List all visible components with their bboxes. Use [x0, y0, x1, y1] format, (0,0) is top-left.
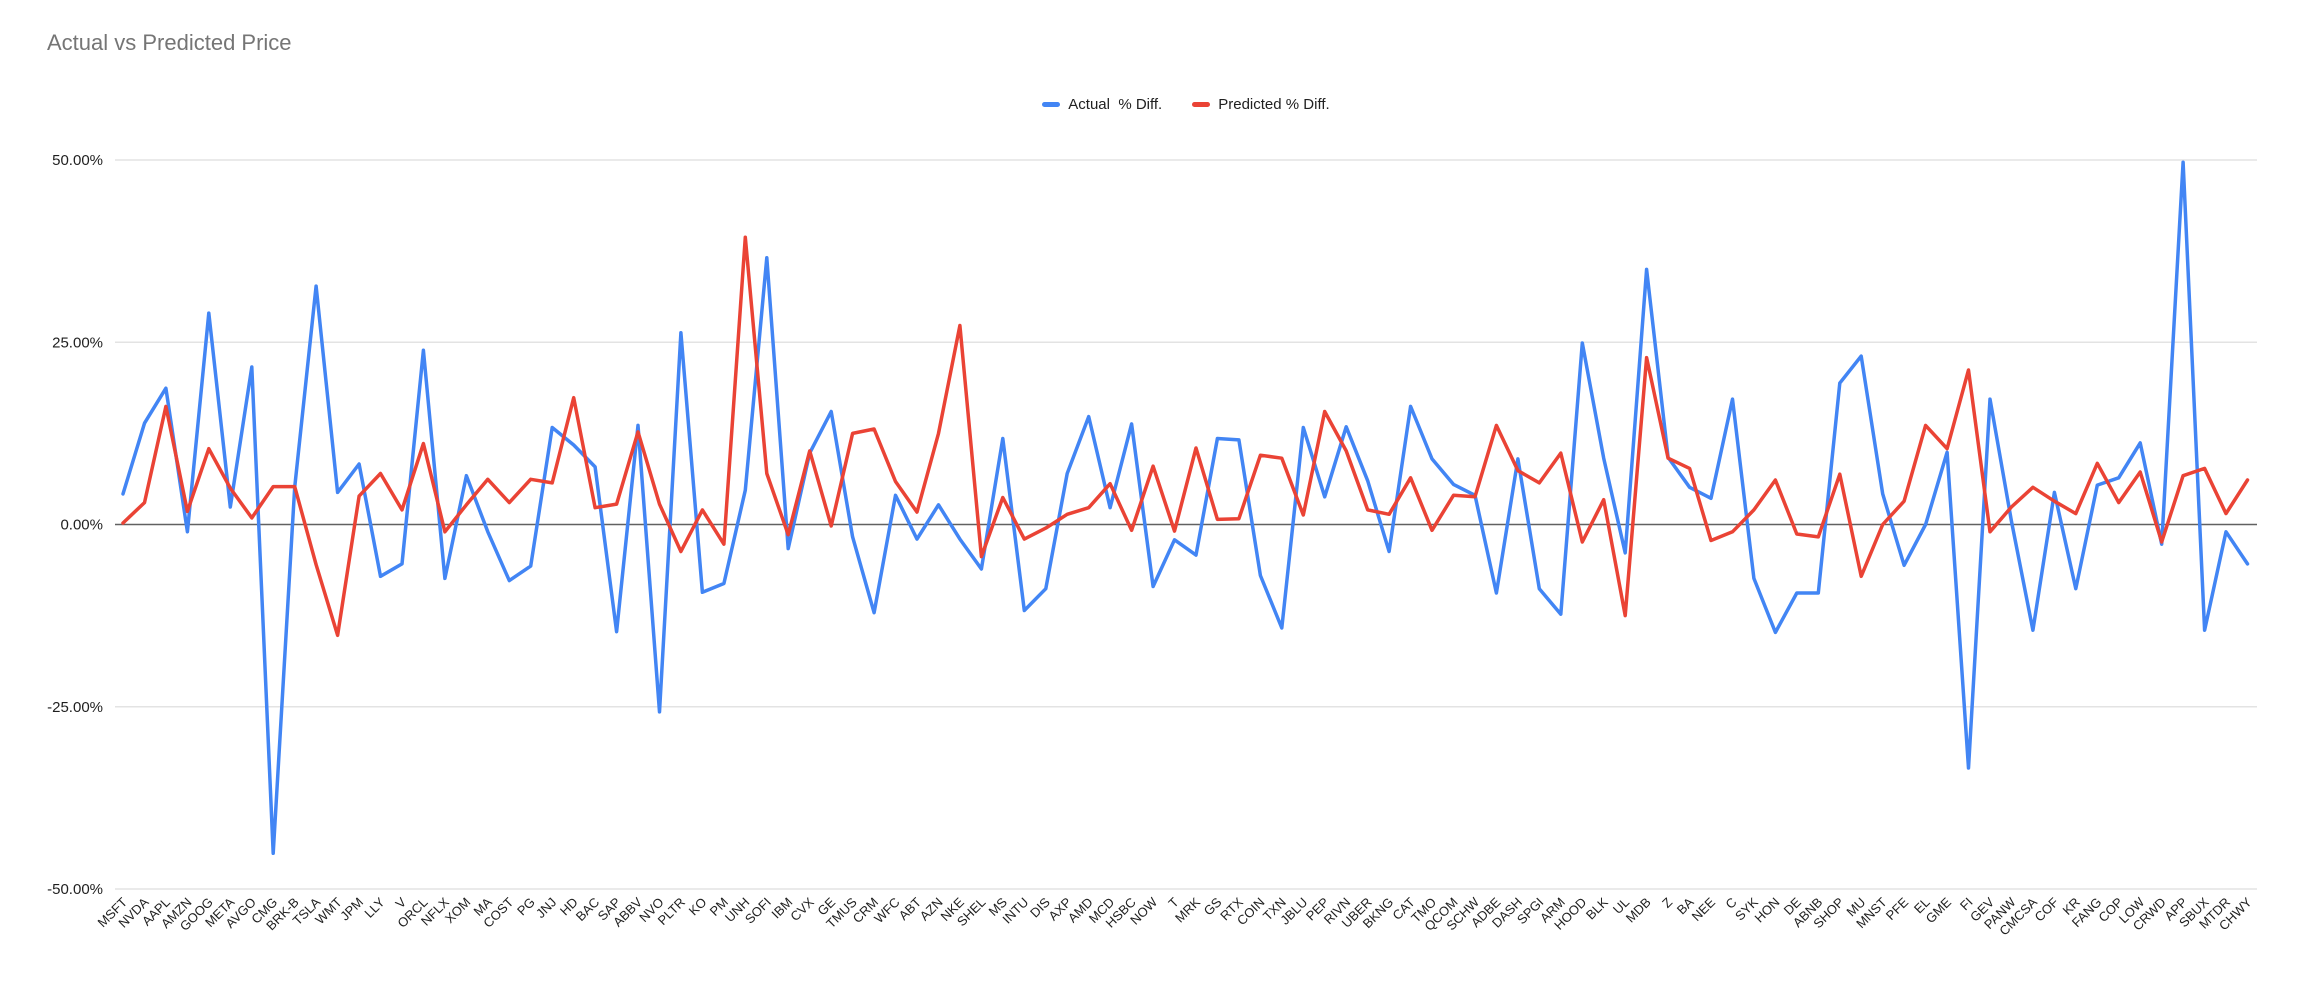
legend-swatch-icon: [1192, 102, 1211, 107]
y-tick-label: 50.00%: [52, 152, 103, 169]
x-tick-label-LLY: LLY: [361, 894, 388, 921]
x-tick-label-COF: COF: [2031, 894, 2061, 924]
x-tick-label-HON: HON: [1751, 895, 1782, 926]
chart-legend: Actual % Diff. Predicted % Diff.: [115, 96, 2257, 113]
legend-label: Predicted % Diff.: [1218, 96, 1330, 113]
x-tick-label-JNJ: JNJ: [533, 895, 559, 921]
x-tick-label-NEE: NEE: [1689, 894, 1719, 924]
x-tick-label-XOM: XOM: [442, 895, 474, 927]
chart-title: Actual vs Predicted Price: [47, 30, 292, 55]
y-tick-label: -25.00%: [47, 699, 103, 716]
x-tick-label-CVX: CVX: [787, 894, 817, 924]
x-tick-label-MDB: MDB: [1623, 895, 1654, 926]
series-line-predicted[interactable]: [121, 235, 2250, 638]
legend-swatch-icon: [1042, 102, 1061, 107]
x-tick-label-MRK: MRK: [1172, 894, 1203, 925]
legend-item-actual[interactable]: Actual % Diff.: [1042, 96, 1162, 113]
x-tick-label-PFE: PFE: [1883, 894, 1912, 923]
legend-label: Actual % Diff.: [1068, 96, 1163, 113]
y-tick-label: -50.00%: [47, 881, 103, 898]
y-tick-label: 25.00%: [52, 334, 103, 351]
y-tick-label: 0.00%: [60, 517, 103, 534]
series-line-actual[interactable]: [121, 160, 2250, 856]
x-tick-label-GME: GME: [1923, 894, 1955, 926]
x-tick-label-KO: KO: [686, 895, 710, 919]
x-tick-label-PG: PG: [514, 895, 538, 919]
legend-item-predicted[interactable]: Predicted % Diff.: [1192, 96, 1330, 113]
x-tick-label-BLK: BLK: [1583, 894, 1611, 922]
x-tick-label-Z: Z: [1659, 894, 1675, 910]
